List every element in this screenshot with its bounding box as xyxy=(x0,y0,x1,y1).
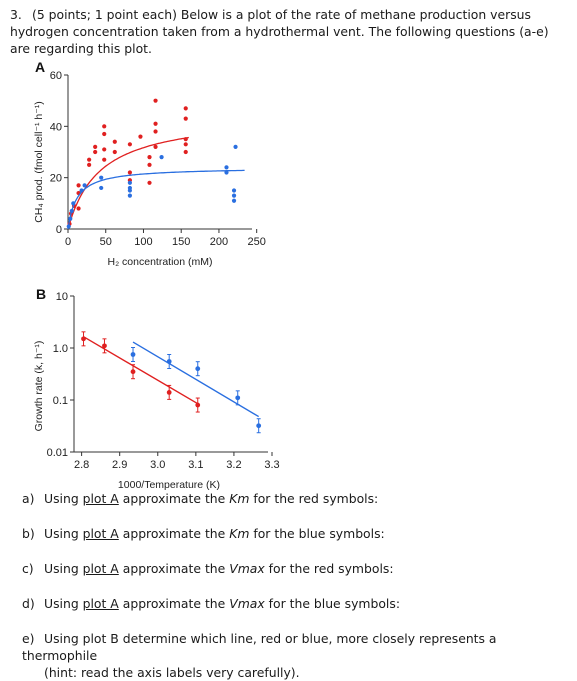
blue-data-point xyxy=(233,144,238,149)
panel-label-b: B xyxy=(36,286,47,302)
blue-data-point xyxy=(127,193,132,198)
y-tick-label: 0.01 xyxy=(47,447,68,459)
red-data-point xyxy=(87,162,92,167)
question-b: b) Using plot A approximate the Km for th… xyxy=(22,526,385,541)
y-tick-label: 0.1 xyxy=(53,395,68,407)
red-data-point xyxy=(102,157,107,162)
blue-data-point xyxy=(66,224,71,229)
plot-a-reference: plot A xyxy=(82,526,119,541)
red-data-point xyxy=(195,402,201,408)
red-fit-curve xyxy=(67,136,189,230)
y-axis-label: CH₄ prod. (fmol cell⁻¹ h⁻¹) xyxy=(33,101,45,223)
question-a: a) Using plot A approximate the Km for th… xyxy=(22,491,379,506)
plot-a-reference: plot A xyxy=(82,491,119,506)
red-data-point xyxy=(76,183,81,188)
red-data-point xyxy=(112,149,117,155)
red-data-point xyxy=(153,98,158,103)
x-tick-label: 50 xyxy=(100,236,112,248)
y-tick-label: 40 xyxy=(50,121,62,133)
red-data-point xyxy=(127,142,132,147)
x-tick-label: 0 xyxy=(65,236,71,248)
blue-data-point xyxy=(82,183,87,188)
question-d: d) Using plot A approximate the Vmax for … xyxy=(22,596,400,611)
red-data-point xyxy=(93,144,98,149)
blue-data-point xyxy=(79,188,84,193)
plot-b: 0.01 0.1 1.0 10 2.8 2.9 3.0 3.1 3.2 3.3 1000/Tempe… xyxy=(33,291,280,491)
blue-data-point xyxy=(127,180,132,185)
blue-data-point xyxy=(235,395,241,401)
blue-data-point xyxy=(224,165,229,170)
x-axis-label: 1000/Temperature (K) xyxy=(118,479,220,491)
red-data-point xyxy=(130,369,136,375)
y-axis-label: Growth rate (k, h⁻¹) xyxy=(33,341,45,432)
red-data-point xyxy=(112,139,117,144)
x-tick-label: 2.9 xyxy=(112,459,127,471)
y-tick-label: 1.0 xyxy=(53,343,68,355)
plot-a-reference: plot A xyxy=(82,596,119,611)
red-data-point xyxy=(183,137,188,142)
x-tick-label: 3.1 xyxy=(188,459,203,471)
red-data-point xyxy=(102,124,107,129)
blue-fit-curve xyxy=(67,169,245,230)
red-data-point xyxy=(166,390,172,395)
red-data-point xyxy=(102,343,107,349)
red-data-point xyxy=(147,155,152,160)
red-data-point xyxy=(138,134,143,139)
blue-data-point xyxy=(69,208,74,214)
red-data-point xyxy=(76,206,81,211)
question-c: c) Using plot A approximate the Vmax for … xyxy=(22,561,394,576)
blue-data-point xyxy=(130,352,136,357)
plot-a-reference: plot A xyxy=(82,561,119,576)
red-data-point xyxy=(127,170,132,175)
red-data-point xyxy=(153,144,158,149)
blue-data-point xyxy=(224,170,229,175)
x-tick-label: 100 xyxy=(134,236,152,248)
x-tick-label: 3.2 xyxy=(226,459,241,471)
blue-data-point xyxy=(99,175,104,180)
red-data-point xyxy=(147,180,152,185)
blue-data-point xyxy=(195,366,201,372)
red-data-point xyxy=(147,162,152,167)
blue-data-point xyxy=(127,185,132,191)
plot-a: 0 20 40 60 0 50 100 150 200 250 H₂ concentration (… xyxy=(33,70,266,268)
x-tick-label: 150 xyxy=(172,236,190,248)
red-data-point xyxy=(93,149,98,155)
question-text: (5 points; 1 point each) Below is a plot… xyxy=(10,7,549,56)
panel-label-a: A xyxy=(35,59,46,75)
red-data-point xyxy=(81,336,86,342)
x-tick-label: 200 xyxy=(210,236,228,248)
blue-data-point xyxy=(231,193,237,198)
red-regression-line xyxy=(83,336,199,405)
blue-data-point xyxy=(256,423,262,429)
red-data-point xyxy=(183,142,188,147)
blue-data-point xyxy=(71,201,76,206)
y-tick-label: 60 xyxy=(50,70,62,82)
red-data-point xyxy=(87,157,92,162)
red-data-point xyxy=(153,121,158,126)
red-data-point xyxy=(153,129,158,134)
question-e-hint: (hint: read the axis labels very careful… xyxy=(44,665,300,680)
x-tick-label: 3.0 xyxy=(150,459,165,471)
red-data-point xyxy=(102,147,107,152)
blue-data-point xyxy=(166,359,172,364)
y-tick-label: 20 xyxy=(50,173,62,185)
question-number: 3. xyxy=(10,7,22,22)
blue-data-point xyxy=(99,185,104,191)
red-data-point xyxy=(183,116,188,121)
x-axis-label: H₂ concentration (mM) xyxy=(107,256,212,268)
x-tick-label: 2.8 xyxy=(74,459,89,471)
question-intro: 3. (5 points; 1 point each) Below is a pl… xyxy=(10,6,565,57)
blue-data-point xyxy=(159,155,164,160)
y-tick-label: 0 xyxy=(56,224,62,236)
x-tick-label: 250 xyxy=(247,236,265,248)
blue-data-point xyxy=(68,216,73,221)
red-data-point xyxy=(183,106,188,111)
red-data-point xyxy=(102,131,107,137)
red-data-point xyxy=(183,149,188,155)
blue-data-point xyxy=(231,188,237,193)
blue-data-point xyxy=(231,198,237,203)
question-e: e) Using plot B determine which line, red… xyxy=(22,630,567,681)
y-tick-label: 10 xyxy=(56,291,68,303)
x-tick-label: 3.3 xyxy=(264,459,279,471)
